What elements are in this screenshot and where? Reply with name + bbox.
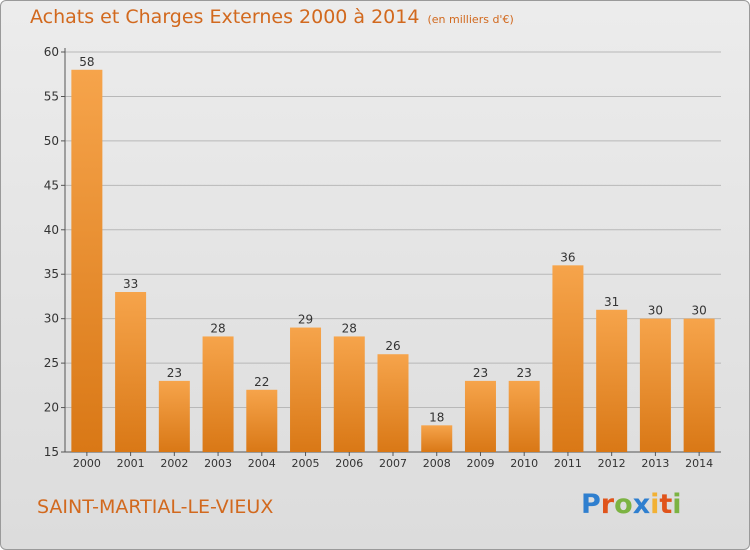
bar [377, 354, 409, 452]
y-tick-label: 25 [44, 356, 59, 370]
y-tick-label: 30 [44, 312, 59, 326]
logo-letter: i [672, 489, 682, 520]
bar-value-label: 58 [79, 55, 94, 69]
logo-letter: o [614, 489, 633, 520]
x-tick-label: 2011 [554, 457, 582, 470]
bar [202, 336, 234, 452]
bar-value-label: 28 [342, 321, 357, 335]
x-tick-label: 2012 [598, 457, 626, 470]
logo-letter: i [650, 489, 660, 520]
x-tick-label: 2009 [466, 457, 494, 470]
proxiti-logo: Proxiti [581, 489, 682, 520]
bar-value-label: 30 [648, 304, 663, 318]
bar [596, 309, 628, 452]
bar [639, 318, 671, 452]
y-tick-label: 35 [44, 267, 59, 281]
logo-letter: t [659, 489, 673, 520]
y-tick-label: 40 [44, 223, 59, 237]
x-tick-label: 2013 [641, 457, 669, 470]
bar [421, 425, 453, 452]
bar [290, 327, 322, 452]
y-tick-label: 55 [44, 89, 59, 103]
chart-title-text: Achats et Charges Externes 2000 à 2014 [30, 6, 420, 28]
logo-letter: r [600, 489, 615, 520]
bar-value-label: 18 [429, 410, 444, 424]
y-tick-label: 20 [44, 401, 59, 415]
bar [552, 265, 584, 452]
y-tick-label: 45 [44, 178, 59, 192]
bar-value-label: 28 [210, 321, 225, 335]
x-tick-label: 2010 [510, 457, 538, 470]
bar-value-label: 23 [517, 366, 532, 380]
y-tick-label: 50 [44, 134, 59, 148]
bar-value-label: 29 [298, 313, 313, 327]
x-tick-label: 2000 [73, 457, 101, 470]
bar [246, 389, 278, 452]
bar [115, 292, 147, 452]
bar-value-label: 36 [560, 250, 575, 264]
x-tick-label: 2014 [685, 457, 713, 470]
x-tick-label: 2003 [204, 457, 232, 470]
bar-value-label: 33 [123, 277, 138, 291]
x-tick-label: 2002 [160, 457, 188, 470]
x-tick-label: 2005 [292, 457, 320, 470]
x-tick-label: 2007 [379, 457, 407, 470]
bar [333, 336, 365, 452]
bar-value-label: 22 [254, 375, 269, 389]
logo-letter: P [581, 489, 601, 520]
bar-value-label: 23 [473, 366, 488, 380]
bar-value-label: 30 [691, 304, 706, 318]
bar [464, 380, 496, 452]
commune-name: SAINT-MARTIAL-LE-VIEUX [37, 496, 274, 518]
x-tick-label: 2004 [248, 457, 276, 470]
bar [158, 380, 190, 452]
bar [683, 318, 715, 452]
bar [508, 380, 540, 452]
y-tick-label: 60 [44, 45, 59, 59]
chart-title-unit: (en milliers d'€) [427, 13, 514, 26]
bar-value-label: 31 [604, 295, 619, 309]
bar-value-label: 23 [167, 366, 182, 380]
bar-value-label: 26 [385, 339, 400, 353]
x-tick-label: 2001 [117, 457, 145, 470]
logo-letter: x [632, 489, 651, 520]
chart-title: Achats et Charges Externes 2000 à 2014 (e… [30, 6, 514, 28]
y-tick-label: 15 [44, 445, 59, 459]
bar [71, 69, 103, 453]
x-tick-label: 2006 [335, 457, 363, 470]
x-tick-label: 2008 [423, 457, 451, 470]
